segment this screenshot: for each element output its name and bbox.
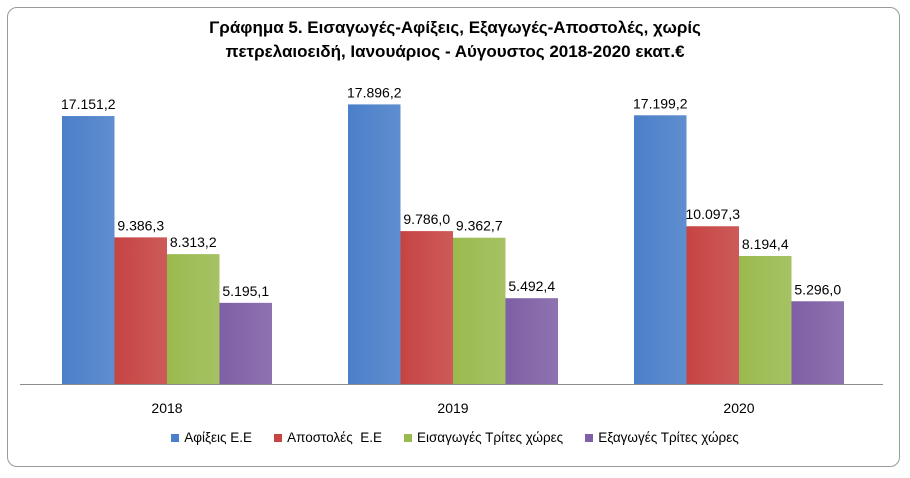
legend-item-series-3: Εισαγωγές Τρίτες χώρες [403, 430, 564, 445]
bar-2018-series-4 [219, 302, 272, 384]
data-label-2018-series-1: 17.151,2 [61, 96, 116, 112]
legend-swatch-series-1 [171, 433, 180, 442]
data-label-2020-series-4: 5.296,0 [794, 281, 841, 297]
bar-2020-series-3 [739, 255, 792, 384]
chart-title: Γράφημα 5. Εισαγωγές-Αφίξεις, Εξαγωγές-Α… [0, 16, 910, 64]
bar-2018-series-2 [114, 237, 167, 384]
bar-2019-series-4 [505, 298, 558, 384]
legend-swatch-series-2 [274, 433, 283, 442]
data-label-2020-series-2: 10.097,3 [686, 206, 741, 222]
bar-2020-series-1 [634, 115, 687, 384]
bar-2018-series-3 [167, 254, 220, 384]
data-label-2018-series-2: 9.386,3 [117, 217, 164, 233]
data-label-2019-series-4: 5.492,4 [508, 278, 555, 294]
data-label-2018-series-3: 8.313,2 [170, 234, 217, 250]
legend-label-series-2: Αποστολές Ε.Ε [287, 430, 382, 445]
bar-2018-series-1 [62, 116, 115, 384]
chart-title-line-2: πετρελαιοειδή, Ιανουάριος - Αύγουστος 20… [225, 42, 685, 61]
chart-title-line-1: Γράφημα 5. Εισαγωγές-Αφίξεις, Εξαγωγές-Α… [209, 18, 701, 37]
chart-legend: Αφίξεις Ε.Ε Αποστολές Ε.Ε Εισαγωγές Τρίτες… [0, 430, 910, 445]
legend-swatch-series-4 [585, 433, 594, 442]
legend-label-series-1: Αφίξεις Ε.Ε [184, 430, 253, 445]
data-label-2018-series-4: 5.195,1 [222, 283, 269, 299]
bar-2019-series-1 [348, 104, 401, 384]
data-label-2019-series-1: 17.896,2 [347, 84, 402, 100]
x-tick-label-2020: 2020 [723, 400, 754, 416]
legend-label-series-4: Εξαγωγές Τρίτες χώρες [598, 430, 739, 445]
x-tick-label-2019: 2019 [437, 400, 468, 416]
bar-2020-series-4 [791, 301, 844, 384]
legend-item-series-2: Αποστολές Ε.Ε [274, 430, 382, 445]
legend-item-series-4: Εξαγωγές Τρίτες χώρες [585, 430, 739, 445]
x-tick-label-2018: 2018 [151, 400, 182, 416]
bar-2020-series-2 [686, 226, 739, 384]
data-label-2020-series-3: 8.194,4 [742, 236, 789, 252]
chart-frame [7, 7, 900, 467]
data-label-2020-series-1: 17.199,2 [633, 95, 688, 111]
bar-2019-series-2 [400, 231, 453, 384]
data-label-2019-series-2: 9.786,0 [403, 211, 450, 227]
legend-item-series-1: Αφίξεις Ε.Ε [171, 430, 252, 445]
legend-label-series-3: Εισαγωγές Τρίτες χώρες [416, 430, 564, 445]
legend-swatch-series-3 [403, 433, 412, 442]
data-label-2019-series-3: 9.362,7 [456, 218, 503, 234]
bar-2019-series-3 [453, 237, 506, 384]
